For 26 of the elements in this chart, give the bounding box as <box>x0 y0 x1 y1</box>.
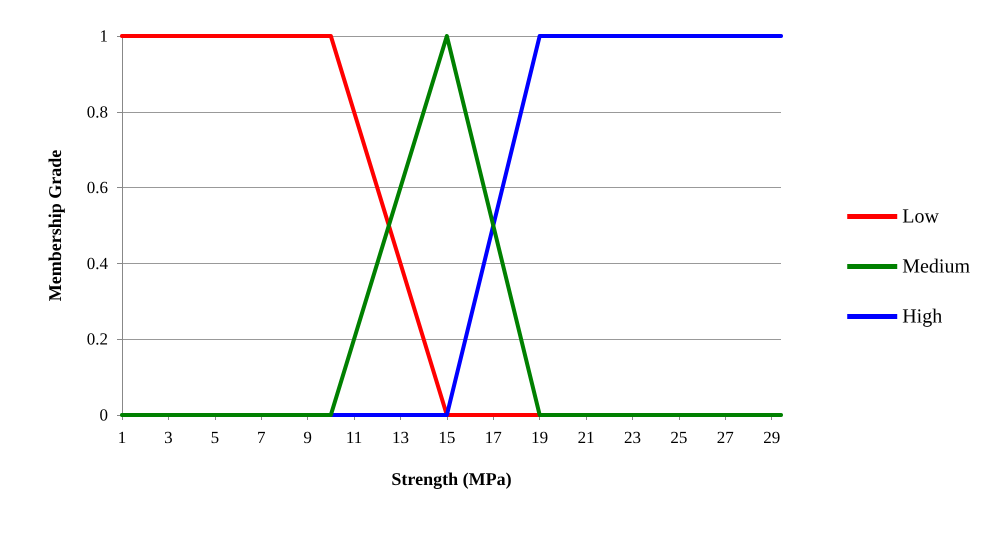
x-tick-label: 3 <box>164 428 173 447</box>
x-tick-label: 21 <box>578 428 595 447</box>
x-tick-label: 27 <box>716 428 734 447</box>
legend-label: Low <box>902 206 940 228</box>
x-tick-label: 11 <box>346 428 362 447</box>
y-tick-label: 0.2 <box>86 330 108 349</box>
x-tick-label: 13 <box>392 428 409 447</box>
y-tick-label: 0.6 <box>86 178 108 198</box>
x-tick-label: 15 <box>438 428 456 447</box>
y-axis-title: Membership Grade <box>45 150 65 302</box>
y-tick-label: 0.4 <box>86 254 108 273</box>
y-tick-label: 0 <box>100 406 108 424</box>
x-tick-label: 23 <box>624 428 641 447</box>
x-tick-label: 19 <box>531 428 548 447</box>
x-tick-label: 9 <box>303 428 312 447</box>
legend-label: High <box>902 306 942 328</box>
x-tick-label: 7 <box>256 428 266 447</box>
x-axis-title: Strength (MPa) <box>391 469 512 489</box>
y-tick-label: 0.8 <box>86 102 108 122</box>
x-tick-label: 1 <box>118 428 126 447</box>
y-tick-label: 1 <box>100 26 108 46</box>
x-tick-label: 17 <box>484 428 502 447</box>
legend-label: Medium <box>902 256 970 278</box>
x-tick-label: 25 <box>670 428 688 447</box>
x-tick-label: 5 <box>210 428 220 447</box>
x-tick-label: 29 <box>763 428 780 447</box>
